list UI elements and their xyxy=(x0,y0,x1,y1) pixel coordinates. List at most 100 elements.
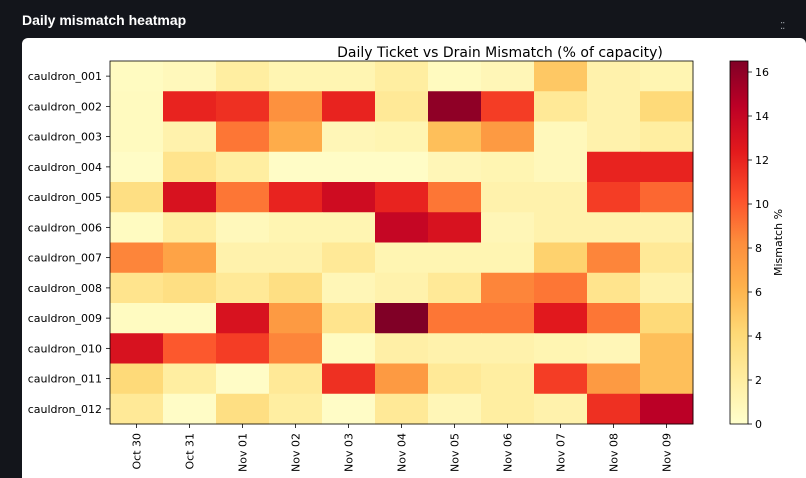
heatmap-cell xyxy=(269,121,323,153)
heatmap-cell xyxy=(163,363,217,395)
row-label: cauldron_005 xyxy=(28,191,102,204)
heatmap-cell xyxy=(322,61,376,92)
heatmap-cell xyxy=(481,61,535,92)
column-label: Nov 08 xyxy=(608,433,621,472)
heatmap-cell xyxy=(428,121,482,153)
colorbar-tick-label: 14 xyxy=(755,110,769,123)
heatmap-cell xyxy=(110,151,164,183)
heatmap-cell xyxy=(640,182,694,213)
heatmap-cell xyxy=(534,272,588,304)
colorbar-tick-label: 2 xyxy=(755,374,762,387)
column-label: Nov 02 xyxy=(290,433,303,472)
chart-card: Daily Ticket vs Drain Mismatch (% of cap… xyxy=(22,38,806,478)
heatmap-cell xyxy=(640,333,694,364)
row-label: cauldron_006 xyxy=(28,221,102,234)
row-label: cauldron_010 xyxy=(28,342,102,355)
heatmap-cell xyxy=(534,333,588,364)
heatmap-cell xyxy=(428,182,482,213)
heatmap-cell xyxy=(428,333,482,364)
heatmap-cell xyxy=(322,121,376,153)
heatmap-cell xyxy=(640,121,694,153)
heatmap-cell xyxy=(110,333,164,364)
heatmap-cell xyxy=(534,363,588,395)
heatmap-cell xyxy=(322,242,376,274)
heatmap-cell xyxy=(110,242,164,274)
colorbar-tick-label: 10 xyxy=(755,198,769,211)
heatmap-cell xyxy=(110,91,164,122)
heatmap-cell xyxy=(534,242,588,274)
heatmap-cell xyxy=(375,212,429,243)
row-label: cauldron_001 xyxy=(28,70,102,83)
row-labels: cauldron_001 cauldron_002 cauldron_003caul… xyxy=(28,70,110,416)
heatmap-cell xyxy=(640,363,694,395)
heatmap-cell xyxy=(110,212,164,243)
heatmap-cell xyxy=(640,151,694,183)
heatmap-cell xyxy=(481,91,535,122)
heatmap-cell xyxy=(163,61,217,92)
heatmap-cell xyxy=(587,272,641,304)
heatmap-cell xyxy=(481,242,535,274)
heatmap-cell xyxy=(534,303,588,334)
heatmap-cell xyxy=(322,303,376,334)
heatmap-cell xyxy=(110,272,164,304)
heatmap-cell xyxy=(375,91,429,122)
heatmap-cell xyxy=(640,242,694,274)
heatmap-cell xyxy=(587,61,641,92)
colorbar-tick-label: 6 xyxy=(755,286,762,299)
row-label: cauldron_009 xyxy=(28,312,102,325)
row-label: cauldron_012 xyxy=(28,403,102,416)
heatmap-cell xyxy=(428,363,482,395)
heatmap-cell xyxy=(269,91,323,122)
column-label: Nov 09 xyxy=(661,433,674,472)
drag-handle-icon[interactable]: ⁚⁚ xyxy=(780,21,785,32)
column-label: Nov 03 xyxy=(343,433,356,472)
heatmap-cell xyxy=(163,212,217,243)
heatmap-cell xyxy=(322,333,376,364)
heatmap-cell xyxy=(269,212,323,243)
heatmap-cell xyxy=(534,61,588,92)
heatmap-cell xyxy=(587,212,641,243)
heatmap-cell xyxy=(269,151,323,183)
colorbar-tick-label: 4 xyxy=(755,330,762,343)
heatmap-cell xyxy=(269,393,323,425)
colorbar-label: Mismatch % xyxy=(772,209,785,276)
heatmap-cell xyxy=(587,393,641,425)
heatmap-cell xyxy=(481,212,535,243)
heatmap-cell xyxy=(375,121,429,153)
row-label: cauldron_011 xyxy=(28,373,102,386)
column-label: Nov 07 xyxy=(555,433,568,472)
heatmap-cell xyxy=(269,182,323,213)
heatmap-cell xyxy=(322,91,376,122)
heatmap-cell xyxy=(587,182,641,213)
heatmap-cell xyxy=(375,151,429,183)
heatmap-cell xyxy=(322,393,376,425)
heatmap-cell xyxy=(428,151,482,183)
heatmap-cell xyxy=(428,393,482,425)
heatmap-cell xyxy=(163,303,217,334)
row-label: cauldron_002 xyxy=(28,100,102,113)
heatmap-cell xyxy=(110,303,164,334)
heatmap-cell xyxy=(163,242,217,274)
heatmap-cell xyxy=(534,121,588,153)
heatmap-cell xyxy=(534,151,588,183)
heatmap-cell xyxy=(216,61,270,92)
heatmap-cell xyxy=(428,212,482,243)
heatmap-cell xyxy=(110,393,164,425)
heatmap-cell xyxy=(587,303,641,334)
heatmap-cell xyxy=(269,303,323,334)
column-label: Nov 06 xyxy=(502,433,515,472)
heatmap-cell xyxy=(534,91,588,122)
heatmap-cell xyxy=(163,182,217,213)
column-label: Nov 01 xyxy=(237,433,250,472)
heatmap-cell xyxy=(216,212,270,243)
row-label: cauldron_003 xyxy=(28,131,102,144)
column-label: Oct 30 xyxy=(131,433,144,470)
colorbar-tick-label: 8 xyxy=(755,242,762,255)
row-label: cauldron_004 xyxy=(28,161,102,174)
heatmap-cell xyxy=(269,333,323,364)
colorbar-tick-label: 12 xyxy=(755,154,769,167)
row-label: cauldron_008 xyxy=(28,282,102,295)
heatmap-cells xyxy=(109,60,694,425)
heatmap-cell xyxy=(481,333,535,364)
heatmap-cell xyxy=(322,272,376,304)
